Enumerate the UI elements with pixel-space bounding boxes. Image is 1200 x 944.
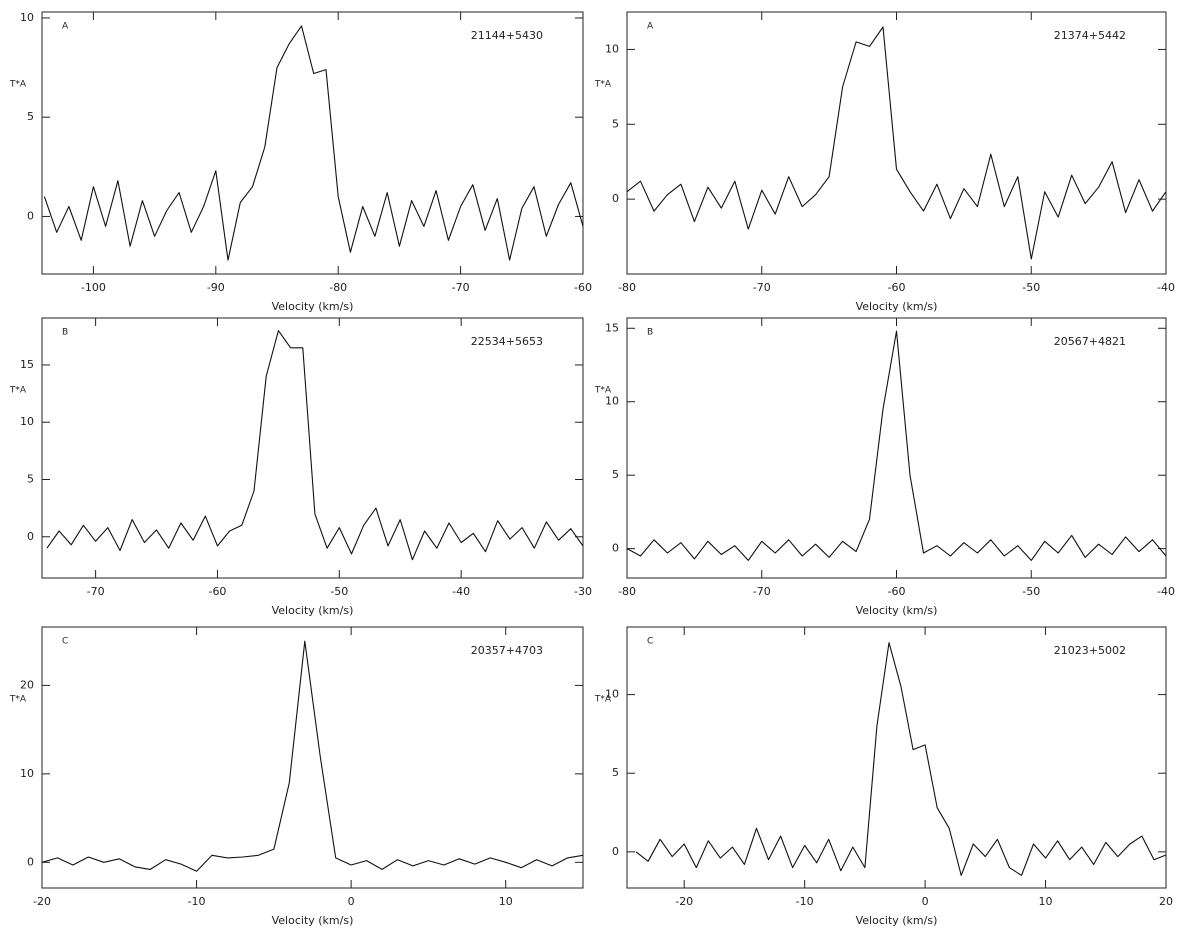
- spectrum-line: [46, 330, 584, 561]
- y-axis-label: T*A: [9, 80, 27, 90]
- x-tick-label: -10: [796, 895, 814, 908]
- x-tick-label: -100: [81, 281, 106, 294]
- y-tick-label: 0: [612, 192, 619, 205]
- x-axis-label: Velocity (km/s): [856, 300, 938, 313]
- plot-frame: [41, 626, 584, 889]
- plot-frame: [626, 11, 1167, 275]
- x-tick-label: -80: [618, 585, 636, 598]
- spectrum-line: [626, 26, 1167, 260]
- y-axis-label: T*A: [594, 695, 612, 705]
- x-tick-label: -80: [618, 281, 636, 294]
- panel-label: A: [62, 22, 69, 32]
- y-axis-label: T*A: [9, 386, 27, 396]
- panel-label: C: [62, 637, 68, 647]
- x-tick-label: -70: [87, 585, 105, 598]
- x-tick-label: -20: [675, 895, 693, 908]
- source-name: 21374+5442: [1054, 29, 1126, 42]
- source-name: 21023+5002: [1054, 644, 1126, 657]
- x-tick-label: 20: [1159, 895, 1173, 908]
- x-tick-label: -70: [753, 281, 771, 294]
- y-tick-label: 0: [612, 542, 619, 555]
- y-tick-label: 0: [27, 209, 34, 222]
- y-tick-label: 0: [27, 530, 34, 543]
- spectrum-line: [41, 640, 584, 872]
- x-tick-label: -60: [888, 585, 906, 598]
- y-tick-label: 10: [605, 688, 619, 701]
- plot-frame: [41, 317, 584, 579]
- y-tick-label: 5: [27, 110, 34, 123]
- y-tick-label: 5: [612, 766, 619, 779]
- panel-label: B: [647, 328, 653, 338]
- x-tick-label: -20: [33, 895, 51, 908]
- spectrum-line: [635, 642, 1167, 876]
- x-tick-label: -40: [1157, 281, 1175, 294]
- panel-label: A: [647, 22, 654, 32]
- x-axis-label: Velocity (km/s): [856, 604, 938, 617]
- y-tick-label: 10: [605, 42, 619, 55]
- y-tick-label: 5: [612, 117, 619, 130]
- panel-label: C: [647, 637, 653, 647]
- y-axis-label: T*A: [9, 695, 27, 705]
- y-tick-label: 15: [20, 358, 34, 371]
- y-tick-label: 10: [20, 11, 34, 24]
- panel-label: B: [62, 328, 68, 338]
- y-tick-label: 0: [27, 855, 34, 868]
- x-tick-label: -30: [574, 585, 592, 598]
- x-tick-label: -70: [452, 281, 470, 294]
- x-tick-label: 0: [348, 895, 355, 908]
- y-tick-label: 20: [20, 678, 34, 691]
- y-axis-label: T*A: [594, 386, 612, 396]
- x-axis-label: Velocity (km/s): [272, 300, 354, 313]
- source-name: 21144+5430: [471, 29, 543, 42]
- plot-frame: [41, 11, 584, 275]
- y-tick-label: 0: [612, 845, 619, 858]
- x-tick-label: 0: [922, 895, 929, 908]
- x-axis-label: Velocity (km/s): [856, 914, 938, 927]
- x-tick-label: -50: [1022, 281, 1040, 294]
- x-tick-label: -10: [188, 895, 206, 908]
- source-name: 20357+4703: [471, 644, 543, 657]
- y-tick-label: 5: [612, 468, 619, 481]
- y-tick-label: 15: [605, 321, 619, 334]
- spectrum-line: [43, 25, 584, 261]
- x-tick-label: -60: [888, 281, 906, 294]
- source-name: 22534+5653: [471, 335, 543, 348]
- y-axis-label: T*A: [594, 80, 612, 90]
- x-tick-label: -70: [753, 585, 771, 598]
- spectrum-line: [626, 330, 1167, 561]
- x-tick-label: -50: [330, 585, 348, 598]
- y-tick-label: 10: [605, 395, 619, 408]
- x-tick-label: 10: [499, 895, 513, 908]
- x-tick-label: -80: [329, 281, 347, 294]
- y-tick-label: 5: [27, 472, 34, 485]
- source-name: 20567+4821: [1054, 335, 1126, 348]
- x-tick-label: -40: [1157, 585, 1175, 598]
- x-tick-label: -50: [1022, 585, 1040, 598]
- plot-frame: [626, 626, 1167, 889]
- x-axis-label: Velocity (km/s): [272, 914, 354, 927]
- x-tick-label: -40: [452, 585, 470, 598]
- x-tick-label: -90: [207, 281, 225, 294]
- x-tick-label: -60: [574, 281, 592, 294]
- y-tick-label: 10: [20, 767, 34, 780]
- x-tick-label: -60: [208, 585, 226, 598]
- x-axis-label: Velocity (km/s): [272, 604, 354, 617]
- x-tick-label: 10: [1039, 895, 1053, 908]
- y-tick-label: 10: [20, 415, 34, 428]
- plot-frame: [626, 317, 1167, 579]
